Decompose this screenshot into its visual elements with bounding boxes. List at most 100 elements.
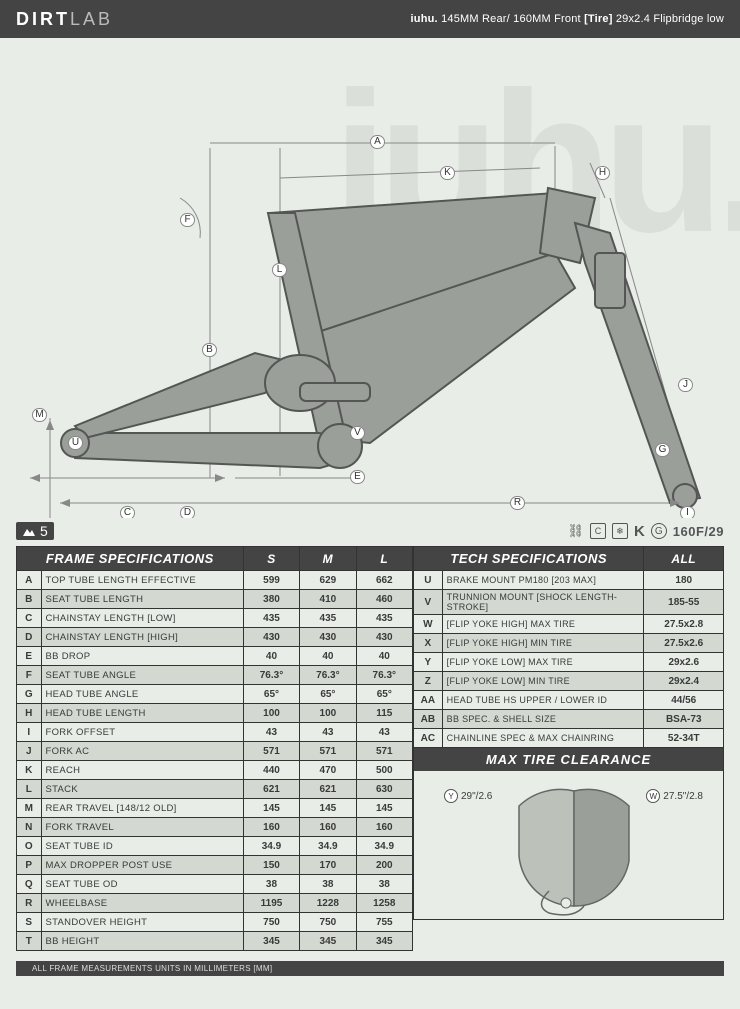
row-val-s: 43 <box>243 723 299 742</box>
row-key: Y <box>414 653 443 672</box>
row-val-s: 380 <box>243 590 299 609</box>
row-label: CHAINLINE SPEC & MAX CHAINRING <box>442 729 644 748</box>
row-val-l: 43 <box>356 723 412 742</box>
tire-diagram: Y 29"/2.6 W 27.5"/2.8 <box>414 771 723 919</box>
row-val-l: 435 <box>356 609 412 628</box>
table-row: TBB HEIGHT345345345 <box>17 932 413 951</box>
row-key: D <box>17 628 42 647</box>
table-row: FSEAT TUBE ANGLE76.3°76.3°76.3° <box>17 666 413 685</box>
table-row: JFORK AC571571571 <box>17 742 413 761</box>
tire-clearance-box: MAX TIRE CLEARANCE Y 29"/2.6 <box>413 747 724 920</box>
row-label: REACH <box>41 761 243 780</box>
dim-F: F <box>180 213 195 227</box>
row-val-s: 100 <box>243 704 299 723</box>
table-row: AAHEAD TUBE HS UPPER / LOWER ID44/56 <box>414 691 724 710</box>
row-val-m: 430 <box>300 628 356 647</box>
row-val-l: 571 <box>356 742 412 761</box>
tech-spec-wrap: TECH SPECIFICATIONS ALL UBRAKE MOUNT PM1… <box>413 546 724 951</box>
footer-note: ALL FRAME MEASUREMENTS UNITS IN MILLIMET… <box>16 961 724 976</box>
row-val-s: 38 <box>243 875 299 894</box>
row-val-s: 571 <box>243 742 299 761</box>
row-label: FORK OFFSET <box>41 723 243 742</box>
row-val-m: 34.9 <box>300 837 356 856</box>
size-num: 5 <box>40 523 48 539</box>
row-val-s: 599 <box>243 571 299 590</box>
brand-bold: DIRT <box>16 9 70 29</box>
badge-row: 5 ⛓ C ❄ K G 160F/29 <box>0 518 740 546</box>
fork-wheel-spec: 160F/29 <box>673 524 724 539</box>
badge-c: C <box>590 523 606 539</box>
table-row: NFORK TRAVEL160160160 <box>17 818 413 837</box>
chain-icon: ⛓ <box>567 523 584 539</box>
row-val-m: 470 <box>300 761 356 780</box>
table-row: W[FLIP YOKE HIGH] MAX TIRE27.5x2.8 <box>414 615 724 634</box>
row-label: [FLIP YOKE HIGH] MIN TIRE <box>442 634 644 653</box>
row-key: G <box>17 685 42 704</box>
row-key: R <box>17 894 42 913</box>
table-row: ACCHAINLINE SPEC & MAX CHAINRING52-34T <box>414 729 724 748</box>
row-val-m: 160 <box>300 818 356 837</box>
row-label: TOP TUBE LENGTH EFFECTIVE <box>41 571 243 590</box>
table-row: QSEAT TUBE OD383838 <box>17 875 413 894</box>
dim-K: K <box>440 166 455 180</box>
model-name: iuhu. <box>411 13 438 25</box>
row-key: U <box>414 571 443 590</box>
row-label: FORK TRAVEL <box>41 818 243 837</box>
tire-spec: 29x2.4 Flipbridge low <box>616 13 724 25</box>
row-label: SEAT TUBE ANGLE <box>41 666 243 685</box>
table-row: GHEAD TUBE ANGLE65°65°65° <box>17 685 413 704</box>
dim-G: G <box>655 443 670 457</box>
table-row: KREACH440470500 <box>17 761 413 780</box>
header-bar: DIRTLAB iuhu. 145MM Rear/ 160MM Front [T… <box>0 0 740 38</box>
brand: DIRTLAB <box>16 9 113 30</box>
table-row: LSTACK621621630 <box>17 780 413 799</box>
row-val: 29x2.6 <box>644 653 724 672</box>
row-val-l: 76.3° <box>356 666 412 685</box>
row-val: 44/56 <box>644 691 724 710</box>
table-row: RWHEELBASE119512281258 <box>17 894 413 913</box>
row-val-m: 100 <box>300 704 356 723</box>
row-label: SEAT TUBE LENGTH <box>41 590 243 609</box>
row-val-s: 1195 <box>243 894 299 913</box>
row-key: O <box>17 837 42 856</box>
tech-spec-table: TECH SPECIFICATIONS ALL UBRAKE MOUNT PM1… <box>413 546 724 748</box>
row-label: CHAINSTAY LENGTH [HIGH] <box>41 628 243 647</box>
dim-M: M <box>32 408 47 422</box>
row-val-l: 755 <box>356 913 412 932</box>
tire-val-y: 29"/2.6 <box>461 791 492 802</box>
table-row: PMAX DROPPER POST USE150170200 <box>17 856 413 875</box>
col-s: S <box>243 547 299 571</box>
table-row: CCHAINSTAY LENGTH [LOW]435435435 <box>17 609 413 628</box>
row-val-m: 571 <box>300 742 356 761</box>
row-val-l: 38 <box>356 875 412 894</box>
row-label: STANDOVER HEIGHT <box>41 913 243 932</box>
row-val-s: 34.9 <box>243 837 299 856</box>
row-key: T <box>17 932 42 951</box>
row-val-m: 38 <box>300 875 356 894</box>
table-row: SSTANDOVER HEIGHT750750755 <box>17 913 413 932</box>
table-row: Y[FLIP YOKE LOW] MAX TIRE29x2.6 <box>414 653 724 672</box>
row-key: X <box>414 634 443 653</box>
row-val-m: 629 <box>300 571 356 590</box>
dim-R: R <box>510 496 525 510</box>
row-key: N <box>17 818 42 837</box>
row-label: [FLIP YOKE LOW] MIN TIRE <box>442 672 644 691</box>
row-val-l: 145 <box>356 799 412 818</box>
row-label: [FLIP YOKE LOW] MAX TIRE <box>442 653 644 672</box>
brand-light: LAB <box>70 9 113 29</box>
row-label: CHAINSTAY LENGTH [LOW] <box>41 609 243 628</box>
row-val-m: 1228 <box>300 894 356 913</box>
row-val-m: 145 <box>300 799 356 818</box>
table-row: X[FLIP YOKE HIGH] MIN TIRE27.5x2.6 <box>414 634 724 653</box>
row-val-m: 621 <box>300 780 356 799</box>
row-val-s: 76.3° <box>243 666 299 685</box>
tire-tag-right: W 27.5"/2.8 <box>646 789 703 803</box>
row-key: AA <box>414 691 443 710</box>
row-label: MAX DROPPER POST USE <box>41 856 243 875</box>
dim-C: C <box>120 506 135 518</box>
row-label: TRUNNION MOUNT [SHOCK LENGTH-STROKE] <box>442 590 644 615</box>
row-val: 180 <box>644 571 724 590</box>
row-key: K <box>17 761 42 780</box>
badge-g: G <box>651 523 667 539</box>
frame-spec-table: FRAME SPECIFICATIONS S M L ATOP TUBE LEN… <box>16 546 413 951</box>
